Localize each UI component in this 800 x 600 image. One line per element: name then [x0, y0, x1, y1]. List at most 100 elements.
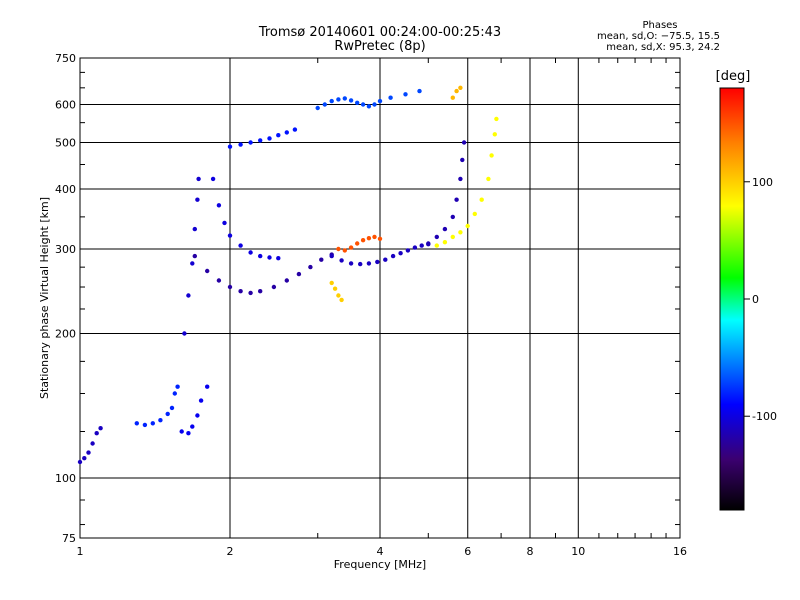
- data-point: [134, 421, 139, 426]
- data-point: [339, 258, 344, 263]
- data-point: [465, 223, 470, 229]
- data-point: [248, 290, 253, 296]
- y-tick-label: 500: [55, 137, 76, 150]
- data-point: [216, 278, 222, 283]
- x-tick-label: 16: [673, 545, 687, 558]
- data-point: [186, 293, 191, 298]
- y-axis-label: Stationary phase Virtual Height [km]: [38, 197, 51, 399]
- data-point: [348, 245, 354, 250]
- data-point: [450, 234, 455, 240]
- x-tick-label: 2: [227, 545, 234, 558]
- data-point: [442, 226, 448, 232]
- data-point: [494, 116, 499, 122]
- data-point: [248, 140, 253, 145]
- data-point: [158, 418, 163, 423]
- data-point: [419, 243, 424, 248]
- data-point: [276, 133, 281, 138]
- stats-line-o: mean, sd,O: −75.5, 15.5: [597, 31, 720, 42]
- data-point: [238, 243, 243, 248]
- data-point: [192, 253, 197, 259]
- data-point: [227, 233, 233, 238]
- data-point: [336, 97, 341, 102]
- data-point: [405, 248, 411, 253]
- data-point: [458, 230, 463, 235]
- data-point: [195, 413, 200, 418]
- data-point: [366, 236, 372, 241]
- data-point: [258, 138, 263, 143]
- axis-ticks: 1 2 4 6 8 10 16 75 100 200 300 400 500 600 750: [55, 52, 687, 558]
- data-point: [390, 253, 396, 259]
- data-points: [77, 85, 499, 465]
- data-point: [276, 256, 281, 261]
- data-point: [358, 261, 363, 267]
- data-point: [150, 421, 155, 426]
- data-point: [329, 98, 334, 104]
- data-point: [458, 85, 463, 91]
- data-point: [454, 197, 459, 202]
- data-point: [336, 293, 341, 298]
- data-point: [216, 203, 222, 208]
- data-point: [258, 253, 263, 259]
- data-point: [196, 176, 201, 182]
- data-point: [450, 95, 455, 100]
- y-tick-label: 200: [55, 328, 76, 341]
- data-point: [339, 297, 344, 303]
- data-point: [210, 176, 216, 182]
- data-point: [329, 253, 334, 259]
- data-point: [322, 102, 327, 107]
- data-point: [238, 289, 243, 294]
- data-point: [375, 259, 380, 265]
- colorbar: [719, 87, 745, 511]
- data-point: [360, 238, 366, 243]
- phase-stats: Phases mean, sd,O: −75.5, 15.5 mean, sd,…: [560, 20, 720, 53]
- data-point: [258, 289, 263, 294]
- data-point: [271, 284, 277, 290]
- data-point: [388, 95, 393, 100]
- data-point: [142, 422, 148, 428]
- data-point: [315, 105, 320, 111]
- data-point: [426, 241, 431, 246]
- x-tick-label: 1: [77, 545, 84, 558]
- data-point: [205, 268, 210, 274]
- data-point: [342, 248, 347, 253]
- x-tick-label: 10: [571, 545, 585, 558]
- colorbar-tick-label: 100: [752, 176, 773, 189]
- data-point: [403, 92, 408, 97]
- data-point: [454, 88, 459, 94]
- y-tick-label: 100: [55, 472, 76, 485]
- data-point: [434, 243, 439, 248]
- x-tick-label: 4: [377, 545, 384, 558]
- data-point: [377, 236, 383, 241]
- data-point: [82, 456, 87, 461]
- data-point: [355, 100, 360, 106]
- data-point: [486, 176, 491, 182]
- data-point: [292, 127, 298, 132]
- data-point: [377, 98, 383, 104]
- data-point: [267, 136, 272, 141]
- data-point: [86, 450, 91, 455]
- y-tick-label: 600: [55, 99, 76, 112]
- data-point: [94, 431, 99, 436]
- data-point: [417, 88, 422, 94]
- data-point: [205, 384, 210, 389]
- y-tick-label: 75: [62, 532, 76, 545]
- colorbar-label: [deg]: [716, 69, 751, 84]
- colorbar-tick-label: -100: [752, 410, 777, 423]
- x-tick-label: 8: [527, 545, 534, 558]
- data-point: [195, 197, 200, 202]
- data-point: [284, 130, 289, 135]
- data-point: [472, 211, 477, 217]
- data-point: [383, 257, 388, 262]
- data-point: [308, 264, 313, 270]
- data-point: [460, 157, 465, 163]
- data-point: [342, 96, 347, 101]
- data-point: [348, 261, 354, 266]
- data-point: [372, 102, 377, 107]
- data-point: [319, 257, 324, 262]
- data-point: [296, 271, 302, 277]
- data-point: [222, 220, 227, 226]
- data-point: [90, 441, 95, 446]
- data-point: [186, 431, 191, 436]
- data-point: [450, 214, 455, 220]
